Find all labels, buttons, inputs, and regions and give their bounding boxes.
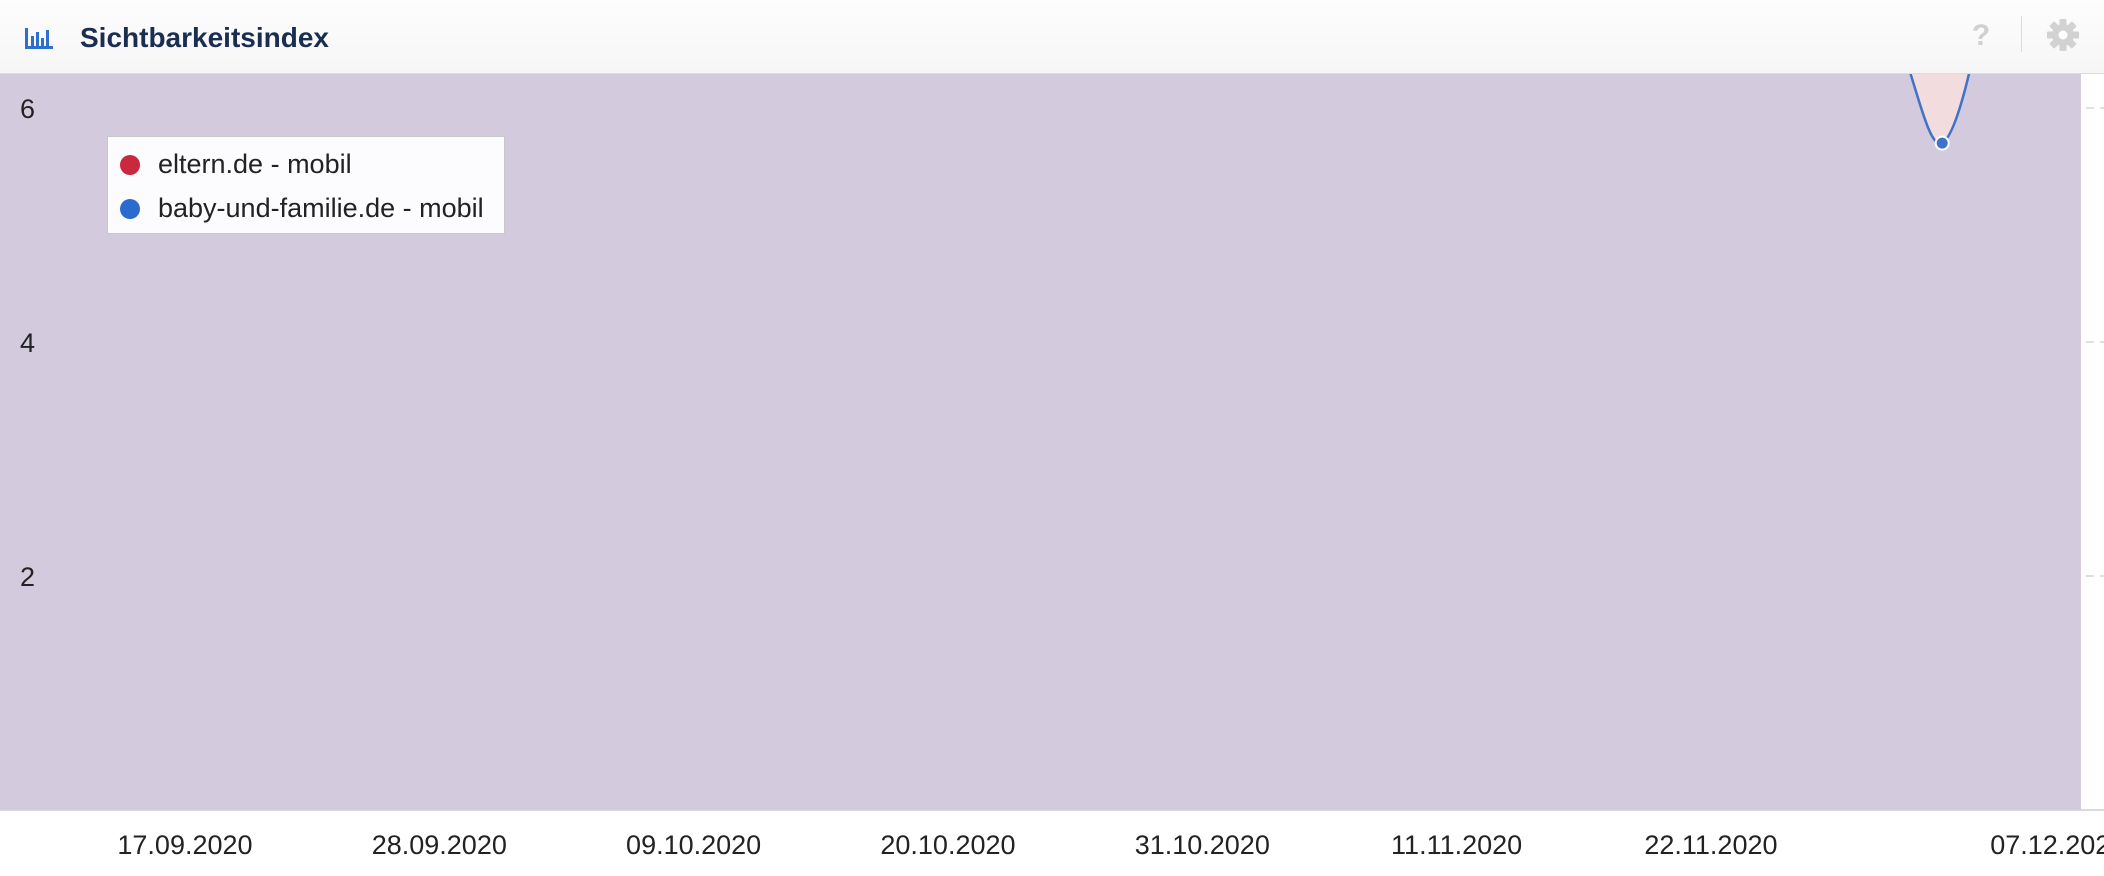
page-title: Sichtbarkeitsindex xyxy=(80,22,329,53)
x-tick-label: 22.11.2020 xyxy=(1644,830,1777,860)
y-tick-label: 4 xyxy=(20,328,35,358)
x-tick-label: 31.10.2020 xyxy=(1135,830,1270,860)
gear-icon[interactable] xyxy=(2046,18,2080,52)
help-icon[interactable]: ? xyxy=(1971,19,1991,52)
legend-item-series-2[interactable]: baby-und-familie.de - mobil xyxy=(108,186,504,230)
y-tick-label: 6 xyxy=(20,94,35,124)
x-tick-label: 17.09.2020 xyxy=(117,830,252,860)
x-tick-label: 07.12.2020 xyxy=(1990,830,2104,860)
x-tick-label: 28.09.2020 xyxy=(372,830,507,860)
x-tick-label: 20.10.2020 xyxy=(880,830,1015,860)
series-points xyxy=(1934,135,1950,151)
header-divider xyxy=(2021,16,2022,52)
visibility-chart: 24681012 17.09.202028.09.202009.10.20202… xyxy=(0,74,2104,860)
series-area-2 xyxy=(0,74,2081,810)
x-tick-label: 11.11.2020 xyxy=(1391,830,1522,860)
legend-label-series-1: eltern.de - mobil xyxy=(158,149,352,179)
legend-item-series-1[interactable]: eltern.de - mobil xyxy=(108,142,504,186)
x-axis-labels: 17.09.2020 28.09.2020 09.10.2020 20.10.2020… xyxy=(117,830,2104,860)
bar-chart-icon xyxy=(25,28,53,49)
legend-dot-series-2 xyxy=(120,199,140,219)
data-point-series-2[interactable] xyxy=(1934,135,1950,151)
x-tick-label: 09.10.2020 xyxy=(626,830,761,860)
chart-legend: eltern.de - mobil baby-und-familie.de - … xyxy=(107,136,505,234)
series-areas xyxy=(0,74,2081,810)
legend-dot-series-1 xyxy=(120,155,140,175)
widget-header: Sichtbarkeitsindex ? xyxy=(0,0,2104,74)
legend-label-series-2: baby-und-familie.de - mobil xyxy=(158,193,484,223)
y-tick-label: 2 xyxy=(20,562,35,592)
y-axis-labels: 24681012 xyxy=(20,94,35,592)
